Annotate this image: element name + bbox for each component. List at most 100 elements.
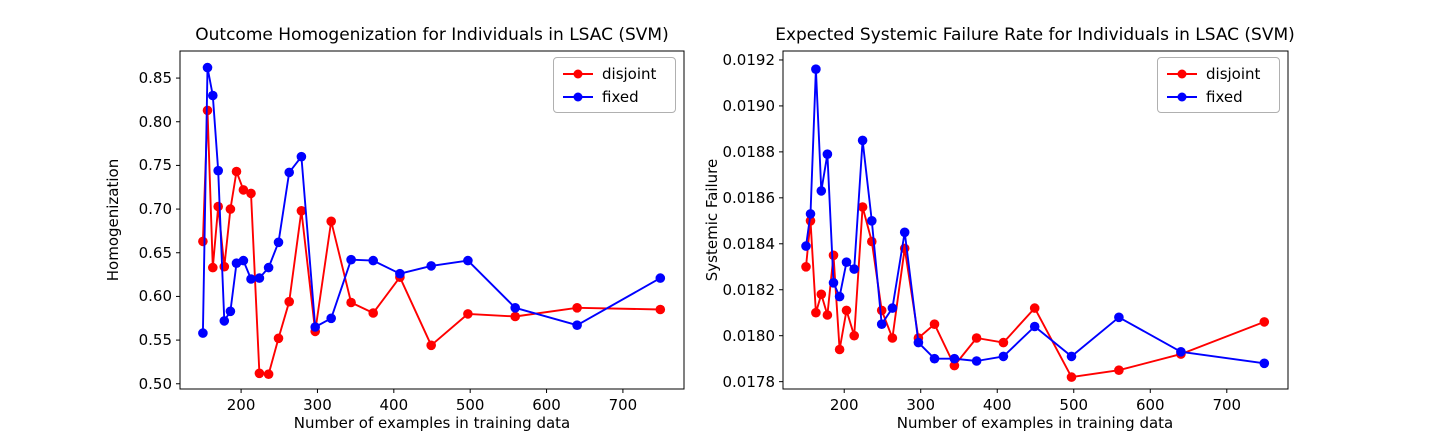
data-point-fixed bbox=[949, 353, 960, 364]
y-tick-label: 0.0180 bbox=[722, 326, 776, 345]
data-point-fixed bbox=[426, 261, 437, 271]
data-point-fixed bbox=[346, 254, 356, 265]
data-point-disjoint bbox=[426, 340, 437, 351]
data-point-disjoint bbox=[198, 236, 208, 247]
data-point-fixed bbox=[1176, 347, 1186, 357]
data-point-fixed bbox=[828, 278, 839, 288]
y-tick-label: 0.75 bbox=[138, 156, 172, 175]
series-line-disjoint bbox=[201, 109, 661, 376]
x-tick-label: 300 bbox=[906, 396, 936, 414]
legend-label: fixed bbox=[1206, 87, 1243, 106]
legend-label: fixed bbox=[602, 87, 639, 106]
axes-frame bbox=[782, 50, 1289, 390]
data-point-fixed bbox=[816, 186, 827, 196]
data-point-fixed bbox=[801, 241, 811, 251]
data-point-disjoint bbox=[284, 296, 295, 307]
data-point-disjoint bbox=[887, 333, 898, 343]
data-point-disjoint bbox=[849, 330, 859, 341]
y-tick-label: 0.0178 bbox=[722, 372, 776, 391]
data-point-fixed bbox=[284, 167, 295, 178]
data-point-disjoint bbox=[246, 188, 256, 199]
data-point-disjoint bbox=[828, 250, 839, 261]
data-point-fixed bbox=[834, 291, 845, 302]
y-tick-label: 0.0190 bbox=[722, 96, 776, 115]
data-point-fixed bbox=[395, 268, 405, 279]
data-point-fixed bbox=[310, 322, 321, 332]
legend-entry-fixed: fixed bbox=[562, 85, 665, 108]
legend-line-sample bbox=[563, 69, 593, 78]
data-point-fixed bbox=[1259, 358, 1270, 369]
data-point-fixed bbox=[198, 328, 208, 338]
series-line-disjoint bbox=[805, 206, 1265, 379]
legend-sample-marker bbox=[573, 69, 583, 78]
y-tick-label: 0.60 bbox=[138, 287, 172, 306]
data-point-disjoint bbox=[225, 204, 236, 214]
x-tick-label: 300 bbox=[303, 396, 332, 414]
data-point-disjoint bbox=[816, 289, 827, 300]
data-point-fixed bbox=[1066, 351, 1077, 362]
data-point-disjoint bbox=[572, 303, 582, 313]
data-point-disjoint bbox=[1114, 365, 1124, 376]
x-tick-label: 500 bbox=[1059, 396, 1089, 414]
data-point-fixed bbox=[263, 262, 274, 273]
legend-sample-marker bbox=[573, 92, 583, 101]
data-point-fixed bbox=[572, 320, 582, 331]
data-point-disjoint bbox=[231, 166, 242, 177]
data-point-fixed bbox=[857, 135, 868, 146]
data-point-disjoint bbox=[841, 305, 852, 316]
x-tick-label: 200 bbox=[226, 396, 256, 414]
data-point-disjoint bbox=[510, 311, 520, 322]
data-point-fixed bbox=[655, 273, 666, 283]
legend: disjoint fixed bbox=[553, 57, 676, 113]
data-point-disjoint bbox=[1029, 303, 1040, 313]
data-point-fixed bbox=[368, 255, 379, 266]
x-tick-label: 500 bbox=[455, 396, 485, 414]
data-point-fixed bbox=[998, 351, 1009, 362]
data-point-fixed bbox=[867, 216, 877, 226]
x-tick-label: 400 bbox=[982, 396, 1012, 414]
data-point-disjoint bbox=[857, 202, 868, 212]
data-point-disjoint bbox=[834, 344, 845, 355]
data-point-fixed bbox=[510, 303, 520, 313]
x-tick-label: 700 bbox=[1212, 396, 1242, 414]
data-point-disjoint bbox=[867, 236, 877, 247]
data-point-disjoint bbox=[219, 261, 230, 272]
data-point-disjoint bbox=[801, 262, 811, 272]
left-xaxis-label: Number of examples in training data bbox=[293, 414, 571, 432]
y-tick-label: 0.0184 bbox=[722, 234, 776, 253]
data-point-disjoint bbox=[971, 333, 982, 343]
data-point-disjoint bbox=[296, 206, 307, 216]
y-tick-label: 0.65 bbox=[138, 243, 172, 262]
data-point-fixed bbox=[246, 274, 256, 284]
data-point-fixed bbox=[238, 255, 249, 266]
data-point-fixed bbox=[219, 316, 230, 326]
data-point-fixed bbox=[208, 90, 218, 101]
x-tick-label: 400 bbox=[379, 396, 409, 414]
series-line-fixed bbox=[805, 68, 1265, 365]
legend-entry-disjoint: disjoint bbox=[1166, 62, 1269, 85]
data-point-fixed bbox=[254, 273, 265, 283]
x-tick-label: 600 bbox=[1135, 396, 1165, 414]
data-point-disjoint bbox=[655, 304, 666, 315]
data-point-fixed bbox=[1114, 312, 1124, 323]
data-point-fixed bbox=[899, 227, 910, 238]
data-point-disjoint bbox=[238, 185, 249, 195]
data-point-fixed bbox=[887, 303, 898, 313]
data-point-disjoint bbox=[368, 308, 379, 318]
legend-line-sample bbox=[1167, 69, 1197, 78]
data-point-fixed bbox=[805, 209, 816, 219]
data-point-disjoint bbox=[263, 369, 274, 380]
legend-line-sample bbox=[1167, 92, 1197, 101]
data-point-disjoint bbox=[326, 216, 337, 227]
data-point-fixed bbox=[876, 319, 887, 330]
data-point-fixed bbox=[811, 64, 821, 74]
data-point-disjoint bbox=[822, 310, 833, 320]
data-point-disjoint bbox=[929, 319, 940, 330]
y-tick-label: 0.0192 bbox=[722, 50, 776, 69]
left-chart-title: Outcome Homogenization for Individuals i… bbox=[195, 25, 669, 45]
data-point-fixed bbox=[841, 257, 852, 268]
legend-entry-disjoint: disjoint bbox=[562, 62, 665, 85]
legend-label: disjoint bbox=[1206, 64, 1261, 83]
